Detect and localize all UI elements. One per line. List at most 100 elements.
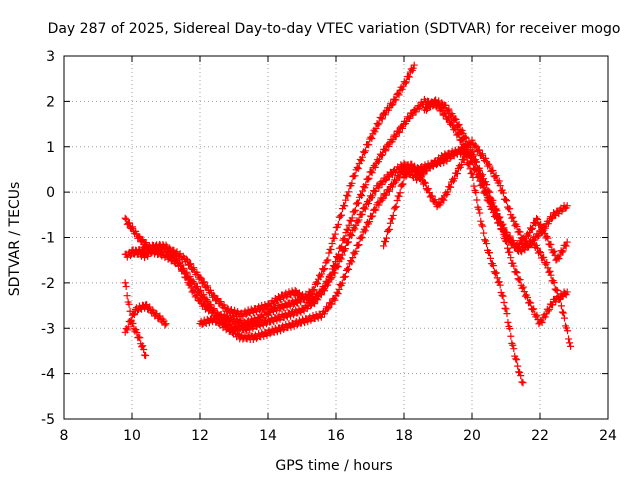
data-point (335, 285, 343, 293)
data-point (325, 304, 333, 312)
data-point (557, 302, 565, 310)
data-point (457, 161, 465, 169)
data-point (348, 232, 356, 240)
data-point (378, 115, 386, 123)
data-point (263, 304, 271, 312)
data-point (193, 283, 201, 291)
data-point (388, 183, 396, 191)
data-point (451, 174, 459, 182)
data-point (503, 197, 511, 205)
data-point (528, 225, 535, 233)
data-point (371, 128, 379, 136)
data-point (566, 339, 574, 347)
data-point (341, 202, 349, 210)
data-point (142, 239, 150, 247)
data-point (528, 240, 536, 248)
data-point (351, 172, 359, 180)
data-point (516, 228, 524, 236)
data-point (401, 79, 409, 87)
data-point (539, 254, 547, 262)
data-point (417, 173, 425, 181)
data-point (440, 196, 448, 204)
data-point (503, 229, 511, 237)
x-tick-label: 20 (463, 428, 481, 444)
data-point (259, 321, 267, 329)
data-point (547, 240, 555, 248)
data-point (468, 148, 476, 156)
data-point (345, 221, 353, 229)
data-point (203, 296, 211, 304)
data-point (355, 241, 363, 249)
plot-frame (63, 55, 609, 420)
data-point (280, 294, 288, 302)
data-point (161, 321, 169, 329)
data-point (327, 245, 335, 253)
data-point (200, 278, 208, 286)
data-point (479, 177, 487, 185)
data-point (129, 319, 137, 327)
data-point (327, 275, 335, 283)
data-point (331, 230, 339, 238)
data-point (190, 279, 198, 287)
data-point (498, 291, 506, 299)
data-point (402, 78, 410, 86)
data-point (503, 238, 511, 246)
data-point (323, 257, 331, 265)
data-point (381, 177, 389, 185)
marks-layer (121, 61, 575, 387)
data-series (380, 151, 527, 387)
data-point (421, 179, 429, 187)
data-point (545, 305, 553, 313)
data-point (355, 216, 363, 224)
data-point (139, 342, 147, 350)
data-point (122, 215, 130, 223)
data-point (314, 314, 322, 322)
data-point (197, 274, 205, 282)
data-point (283, 313, 291, 321)
data-point (378, 196, 386, 204)
data-point (493, 207, 501, 215)
data-point (372, 187, 380, 195)
data-point (403, 170, 411, 178)
data-point (348, 258, 356, 266)
data-point (351, 206, 359, 214)
data-point (485, 194, 493, 202)
data-point (560, 314, 568, 322)
data-point (535, 248, 543, 256)
data-point (537, 220, 545, 228)
data-point (501, 195, 509, 203)
data-point (123, 292, 131, 300)
data-point (263, 331, 271, 339)
data-point (142, 351, 150, 359)
data-point (334, 221, 342, 229)
data-point (543, 259, 551, 267)
y-tick-label: -3 (41, 321, 55, 337)
data-point (530, 305, 538, 313)
data-point (362, 147, 370, 155)
data-point (341, 245, 349, 253)
data-point (344, 265, 352, 273)
data-point (121, 214, 129, 222)
data-point (374, 121, 382, 129)
data-point (176, 259, 184, 267)
data-point (125, 219, 133, 227)
data-point (452, 115, 460, 123)
data-point (375, 184, 383, 192)
data-point (496, 182, 504, 190)
data-point (510, 262, 518, 270)
data-point (526, 298, 534, 306)
data-point (534, 216, 542, 224)
data-point (559, 309, 567, 317)
data-point (422, 106, 430, 114)
data-point (479, 222, 487, 230)
data-point (138, 305, 146, 313)
data-point (385, 187, 393, 195)
data-point (529, 224, 537, 232)
data-point (147, 250, 155, 258)
data-point (491, 173, 499, 181)
data-point (472, 142, 480, 150)
data-point (476, 209, 484, 217)
data-point (409, 64, 417, 72)
data-point (331, 296, 339, 304)
data-point (477, 173, 484, 181)
